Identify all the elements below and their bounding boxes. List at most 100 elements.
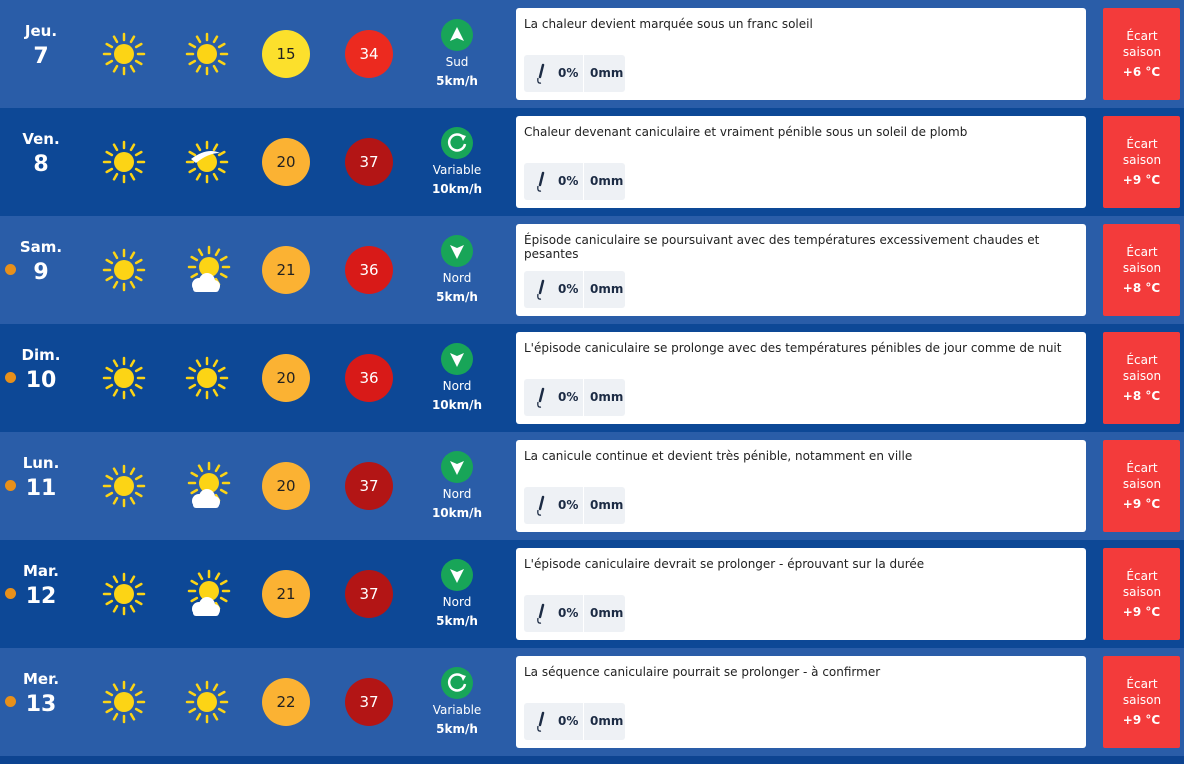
temp-min: 22	[262, 678, 310, 726]
weather-icon	[185, 680, 229, 724]
rain-amount: 0mm	[590, 606, 624, 620]
divider	[583, 271, 584, 308]
divider	[583, 163, 584, 200]
temp-min: 20	[262, 138, 310, 186]
weather-icon	[102, 248, 146, 292]
rain-probability: 0%	[558, 498, 579, 512]
wind-speed: 5km/h	[436, 614, 478, 628]
temp-max: 37	[345, 678, 393, 726]
rain-probability: 0%	[558, 606, 579, 620]
ecart-box: Écart saison +9 °C	[1103, 656, 1180, 748]
rain-probability: 0%	[558, 714, 579, 728]
ecart-value: +8 °C	[1122, 281, 1161, 295]
wind-direction: Variable	[432, 163, 482, 177]
temp-max: 37	[345, 138, 393, 186]
day-name: Mer.	[22, 670, 60, 688]
day-name: Jeu.	[24, 22, 58, 40]
ecart-label: Écart saison	[1122, 245, 1162, 275]
wind-direction: Nord	[442, 487, 472, 501]
ecart-box: Écart saison +8 °C	[1103, 332, 1180, 424]
wind-speed: 5km/h	[436, 290, 478, 304]
weather-icon	[102, 464, 146, 508]
rain-amount: 0mm	[590, 282, 624, 296]
precip-box: 0% 0mm	[524, 163, 625, 200]
ecart-label: Écart saison	[1122, 677, 1162, 707]
rain-amount: 0mm	[590, 174, 624, 188]
description-box: Chaleur devenant caniculaire et vraiment…	[516, 116, 1086, 208]
weather-icon	[185, 140, 229, 184]
weather-icon	[187, 569, 231, 616]
wind-direction: Sud	[445, 55, 469, 69]
day-name: Dim.	[21, 346, 61, 364]
day-date: 9	[33, 260, 49, 285]
description-box: La chaleur devient marquée sous un franc…	[516, 8, 1086, 100]
weather-icon	[187, 245, 231, 292]
temp-min: 20	[262, 462, 310, 510]
rain-amount: 0mm	[590, 714, 624, 728]
wind-icon	[441, 559, 473, 591]
ecart-label: Écart saison	[1122, 569, 1162, 599]
ecart-label: Écart saison	[1122, 29, 1162, 59]
forecast-row: Dim. 10 20 36 Nord 10km/h L'épisode caniculair…	[0, 324, 1184, 432]
drop-icon	[537, 63, 545, 84]
alert-dot	[5, 480, 16, 491]
temp-max: 37	[345, 462, 393, 510]
day-date: 8	[33, 152, 49, 177]
description: La séquence caniculaire pourrait se prol…	[524, 665, 881, 679]
ecart-box: Écart saison +6 °C	[1103, 8, 1180, 100]
drop-icon	[537, 387, 545, 408]
day-name: Ven.	[22, 130, 60, 148]
description: La canicule continue et devient très pén…	[524, 449, 913, 463]
wind-icon	[441, 667, 473, 699]
precip-box: 0% 0mm	[524, 595, 625, 632]
ecart-value: +9 °C	[1122, 713, 1161, 727]
description-box: La séquence caniculaire pourrait se prol…	[516, 656, 1086, 748]
wind-icon	[441, 19, 473, 51]
forecast-row: Ven. 8 20 37 Variable 10km/h Chaleur devenant …	[0, 108, 1184, 216]
rain-amount: 0mm	[590, 390, 624, 404]
ecart-box: Écart saison +9 °C	[1103, 440, 1180, 532]
precip-box: 0% 0mm	[524, 379, 625, 416]
day-name: Sam.	[19, 238, 63, 256]
day-date: 13	[25, 692, 57, 717]
ecart-label: Écart saison	[1122, 461, 1162, 491]
wind-direction: Nord	[442, 379, 472, 393]
ecart-label: Écart saison	[1122, 353, 1162, 383]
precip-box: 0% 0mm	[524, 271, 625, 308]
wind-icon	[441, 127, 473, 159]
divider	[583, 487, 584, 524]
alert-dot	[5, 264, 16, 275]
day-date: 7	[33, 44, 49, 69]
forecast-row: Sam. 9 21 36 Nord 5km/h Épisode caniculaire se…	[0, 216, 1184, 324]
ecart-box: Écart saison +9 °C	[1103, 548, 1180, 640]
temp-min: 21	[262, 246, 310, 294]
wind-direction: Variable	[432, 703, 482, 717]
wind-speed: 10km/h	[431, 182, 483, 196]
ecart-box: Écart saison +9 °C	[1103, 116, 1180, 208]
forecast-row: Mar. 12 21 37 Nord 5km/h L'épisode caniculaire…	[0, 540, 1184, 648]
day-date: 11	[25, 476, 57, 501]
precip-box: 0% 0mm	[524, 703, 625, 740]
description: Épisode caniculaire se poursuivant avec …	[524, 233, 1040, 261]
wind-speed: 10km/h	[431, 506, 483, 520]
divider	[583, 55, 584, 92]
rain-amount: 0mm	[590, 66, 624, 80]
temp-min: 15	[262, 30, 310, 78]
precip-box: 0% 0mm	[524, 487, 625, 524]
rain-amount: 0mm	[590, 498, 624, 512]
description: La chaleur devient marquée sous un franc…	[524, 17, 813, 31]
weather-icon	[185, 32, 229, 76]
wind-speed: 5km/h	[436, 74, 478, 88]
temp-max: 34	[345, 30, 393, 78]
rain-probability: 0%	[558, 282, 579, 296]
temp-max: 37	[345, 570, 393, 618]
drop-icon	[537, 711, 545, 732]
rain-probability: 0%	[558, 174, 579, 188]
weather-icon	[102, 680, 146, 724]
weather-icon	[102, 572, 146, 616]
forecast-row: Jeu. 7 15 34 Sud 5km/h La chaleur devient marq…	[0, 0, 1184, 108]
drop-icon	[537, 279, 545, 300]
description-box: L'épisode caniculaire devrait se prolong…	[516, 548, 1086, 640]
weather-icon	[102, 140, 146, 184]
